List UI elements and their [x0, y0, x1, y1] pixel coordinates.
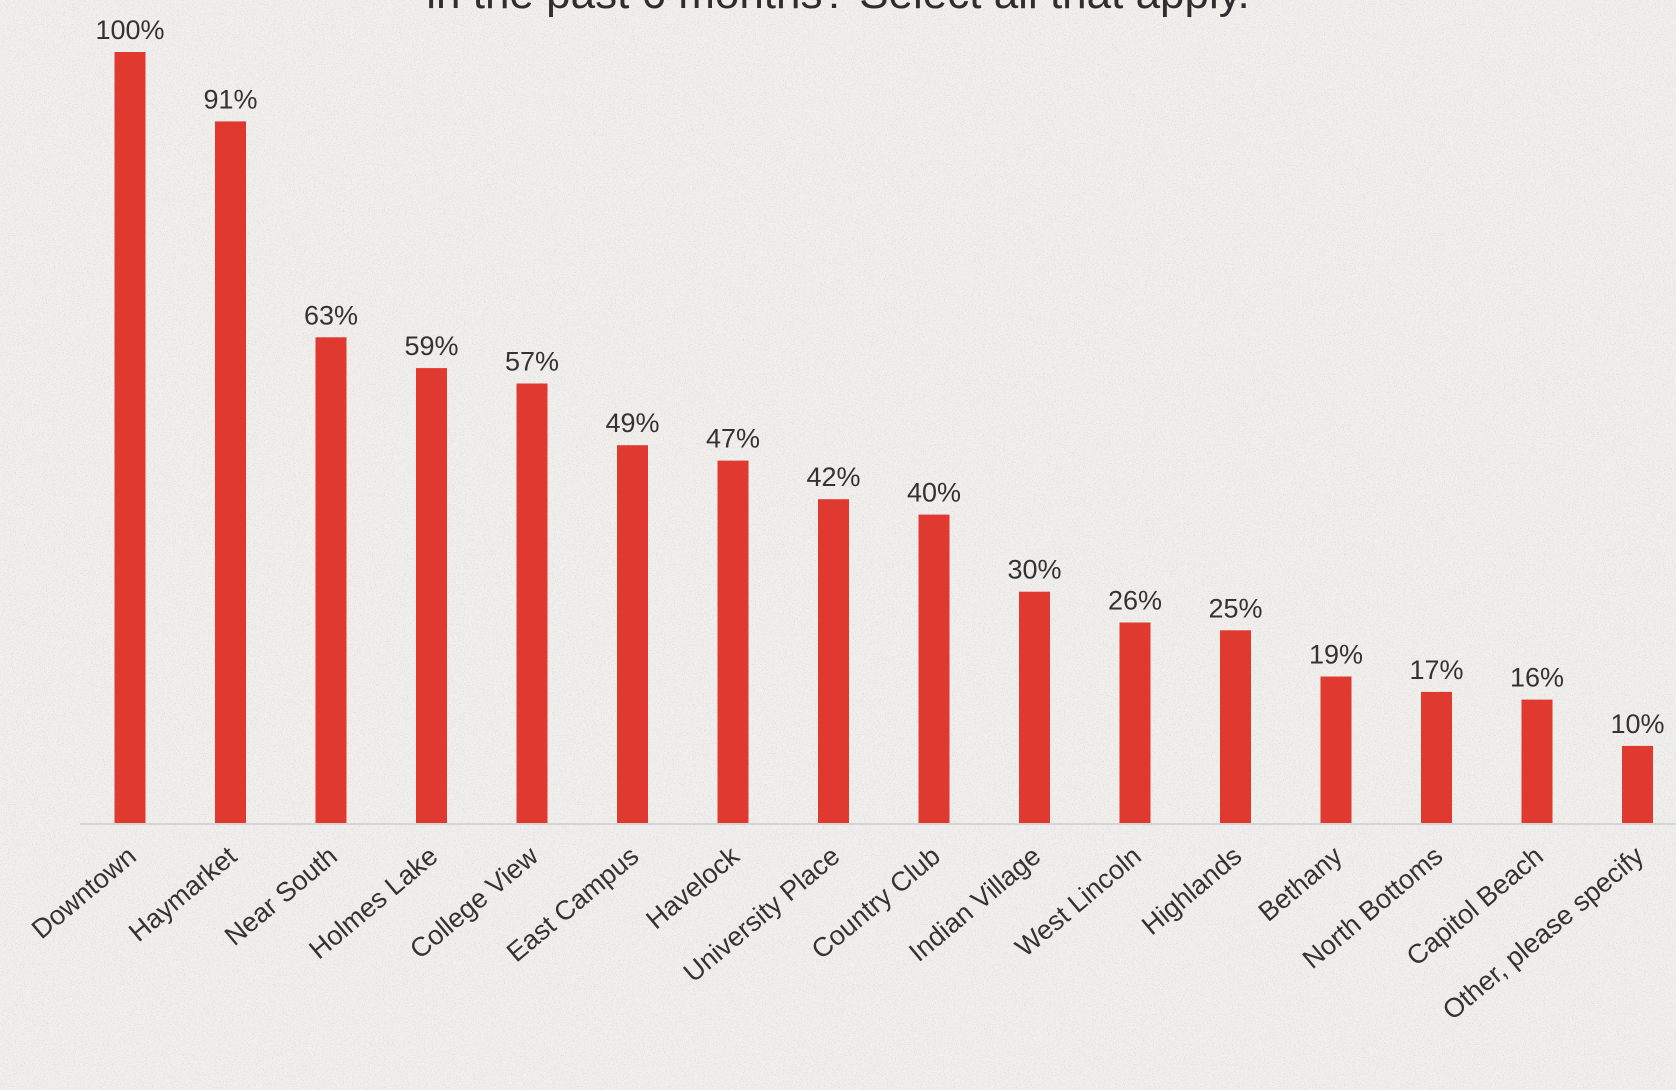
bar-east-campus — [617, 445, 648, 823]
value-label-east-campus: 49% — [605, 408, 659, 438]
bar-college-view — [516, 383, 548, 823]
value-label-near-south: 63% — [304, 300, 358, 330]
bar-near-south — [315, 337, 347, 823]
bar-highlands — [1220, 630, 1251, 824]
value-label-west-lincoln: 26% — [1108, 586, 1162, 616]
bar-university-place — [818, 499, 849, 823]
value-label-university-place: 42% — [806, 462, 860, 492]
value-label-north-bottoms: 17% — [1409, 655, 1463, 685]
bar-country-club — [918, 514, 950, 823]
value-labels-group: 100% 91% 63% 59% 57% 49% 47% 42% 40% 30% 26% 25% 19%… — [95, 15, 1664, 739]
value-label-highlands: 25% — [1208, 593, 1262, 623]
value-label-other-please-specify: 10% — [1610, 709, 1664, 739]
bar-bethany — [1320, 676, 1352, 823]
bar-holmes-lake — [416, 368, 447, 823]
bar-capitol-beach — [1521, 699, 1553, 823]
value-label-holmes-lake: 59% — [404, 331, 458, 361]
value-label-indian-village: 30% — [1007, 555, 1061, 585]
bar-north-bottoms — [1421, 691, 1452, 823]
bar-other-please-specify — [1622, 745, 1653, 823]
value-label-downtown: 100% — [95, 15, 164, 45]
bars-group — [114, 52, 1653, 824]
value-label-capitol-beach: 16% — [1510, 663, 1564, 693]
value-label-havelock: 47% — [706, 424, 760, 454]
chart-title: in the past 6 months? Select all that ap… — [426, 0, 1249, 18]
bar-downtown — [114, 52, 146, 823]
value-label-bethany: 19% — [1309, 640, 1363, 670]
value-label-country-club: 40% — [907, 478, 961, 508]
bar-havelock — [717, 460, 749, 823]
value-label-college-view: 57% — [505, 347, 559, 377]
bar-west-lincoln — [1119, 622, 1151, 823]
value-label-haymarket: 91% — [203, 84, 257, 114]
bar-indian-village — [1019, 591, 1050, 823]
bar-haymarket — [215, 121, 246, 823]
